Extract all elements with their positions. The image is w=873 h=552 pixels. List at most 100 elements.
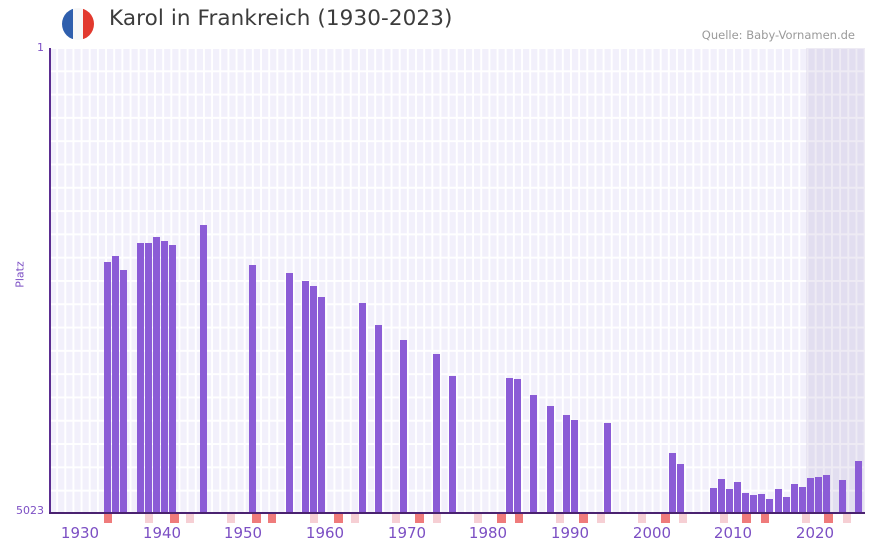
y-axis-title: Platz [13,261,27,288]
decade-band-cell [104,514,112,523]
x-tick-1980: 1980 [468,524,508,542]
x-tick-1990: 1990 [550,524,590,542]
bar-2014[interactable] [783,497,790,513]
decade-marker-band [49,514,865,523]
source-attribution: Quelle: Baby-Vornamen.de [701,28,855,42]
bar-2005[interactable] [710,488,717,513]
decade-band-cell [392,514,400,523]
bar-2006[interactable] [718,479,725,513]
bar-1930[interactable] [104,262,111,513]
france-flag-icon [62,8,94,40]
bar-2000[interactable] [677,464,684,513]
x-tick-1960: 1960 [305,524,345,542]
bar-1958[interactable] [359,303,366,513]
bar-1952[interactable] [310,286,317,513]
decade-band-cell [843,514,851,523]
decade-band-cell [351,514,359,523]
bar-1931[interactable] [112,256,119,513]
bar-1989[interactable] [604,423,611,513]
decade-band-cell [515,514,523,523]
bar-2011[interactable] [758,494,765,513]
decade-band-cell [802,514,810,523]
flag-band-white [72,8,84,40]
bar-1933[interactable] [137,243,144,513]
bar-1970[interactable] [449,376,456,513]
bar-1951[interactable] [302,281,309,513]
decade-band-cell [742,514,751,523]
x-tick-1950: 1950 [223,524,263,542]
bar-1960[interactable] [375,325,382,513]
bar-2016[interactable] [799,487,806,513]
x-tick-1970: 1970 [387,524,427,542]
decade-band-cell [252,514,261,523]
decade-band-cell [170,514,179,523]
bar-2019[interactable] [823,475,830,513]
bar-2009[interactable] [742,493,749,513]
flag-band-red [83,8,94,40]
decade-band-cell [761,514,769,523]
decade-band-cell [597,514,605,523]
bar-1979[interactable] [506,378,513,513]
bar-2008[interactable] [734,482,741,513]
y-axis-top-tick: 1 [37,41,44,54]
bar-1999[interactable] [669,453,676,513]
x-axis-line [49,512,865,514]
decade-band-cell [474,514,482,523]
future-region-shade [806,48,865,513]
bar-1946[interactable] [249,265,256,513]
bar-1980[interactable] [514,379,521,513]
bar-1937[interactable] [169,245,176,513]
flag-band-blue [62,8,73,40]
decade-band-cell [310,514,318,523]
bar-2018[interactable] [815,477,822,513]
y-axis-bottom-tick: 5023 [16,504,44,517]
x-tick-2010: 2010 [713,524,753,542]
bar-1963[interactable] [400,340,407,513]
bar-1983[interactable] [547,406,554,513]
bar-1932[interactable] [120,270,127,513]
decade-band-cell [720,514,728,523]
bar-2012[interactable] [766,499,773,513]
bar-1953[interactable] [318,297,325,513]
chart-gridlines [49,48,865,513]
bar-2020[interactable] [839,480,846,513]
decade-band-cell [433,514,441,523]
bar-2010[interactable] [750,495,757,513]
x-tick-1940: 1940 [142,524,182,542]
decade-band-cell [556,514,564,523]
x-tick-2000: 2000 [632,524,672,542]
decade-band-cell [579,514,588,523]
chart-header: Karol in Frankreich (1930-2023) Quelle: … [0,0,873,48]
decade-band-cell [661,514,670,523]
decade-band-cell [638,514,646,523]
decade-band-cell [679,514,687,523]
bar-1936[interactable] [161,241,168,513]
y-axis-line [49,48,51,514]
bar-1985[interactable] [563,415,570,513]
bar-1986[interactable] [571,420,578,513]
decade-band-cell [145,514,153,523]
bar-2015[interactable] [791,484,798,513]
bar-1934[interactable] [145,243,152,513]
bar-1967[interactable] [433,354,440,513]
bar-1935[interactable] [153,237,160,513]
bar-2021[interactable] [855,461,862,513]
decade-band-cell [497,514,506,523]
decade-band-cell [824,514,833,523]
bar-2017[interactable] [807,478,814,513]
decade-band-cell [268,514,276,523]
bar-2007[interactable] [726,489,733,513]
decade-band-cell [334,514,343,523]
plot-area [49,48,865,513]
decade-band-cell [227,514,235,523]
bar-1981[interactable] [530,395,537,513]
x-tick-1930: 1930 [60,524,100,542]
bar-1949[interactable] [286,273,293,513]
bar-2013[interactable] [775,489,782,513]
x-tick-2020: 2020 [795,524,835,542]
bar-1940[interactable] [200,225,207,513]
decade-band-cell [186,514,194,523]
decade-band-cell [415,514,424,523]
chart-title: Karol in Frankreich (1930-2023) [109,6,453,31]
